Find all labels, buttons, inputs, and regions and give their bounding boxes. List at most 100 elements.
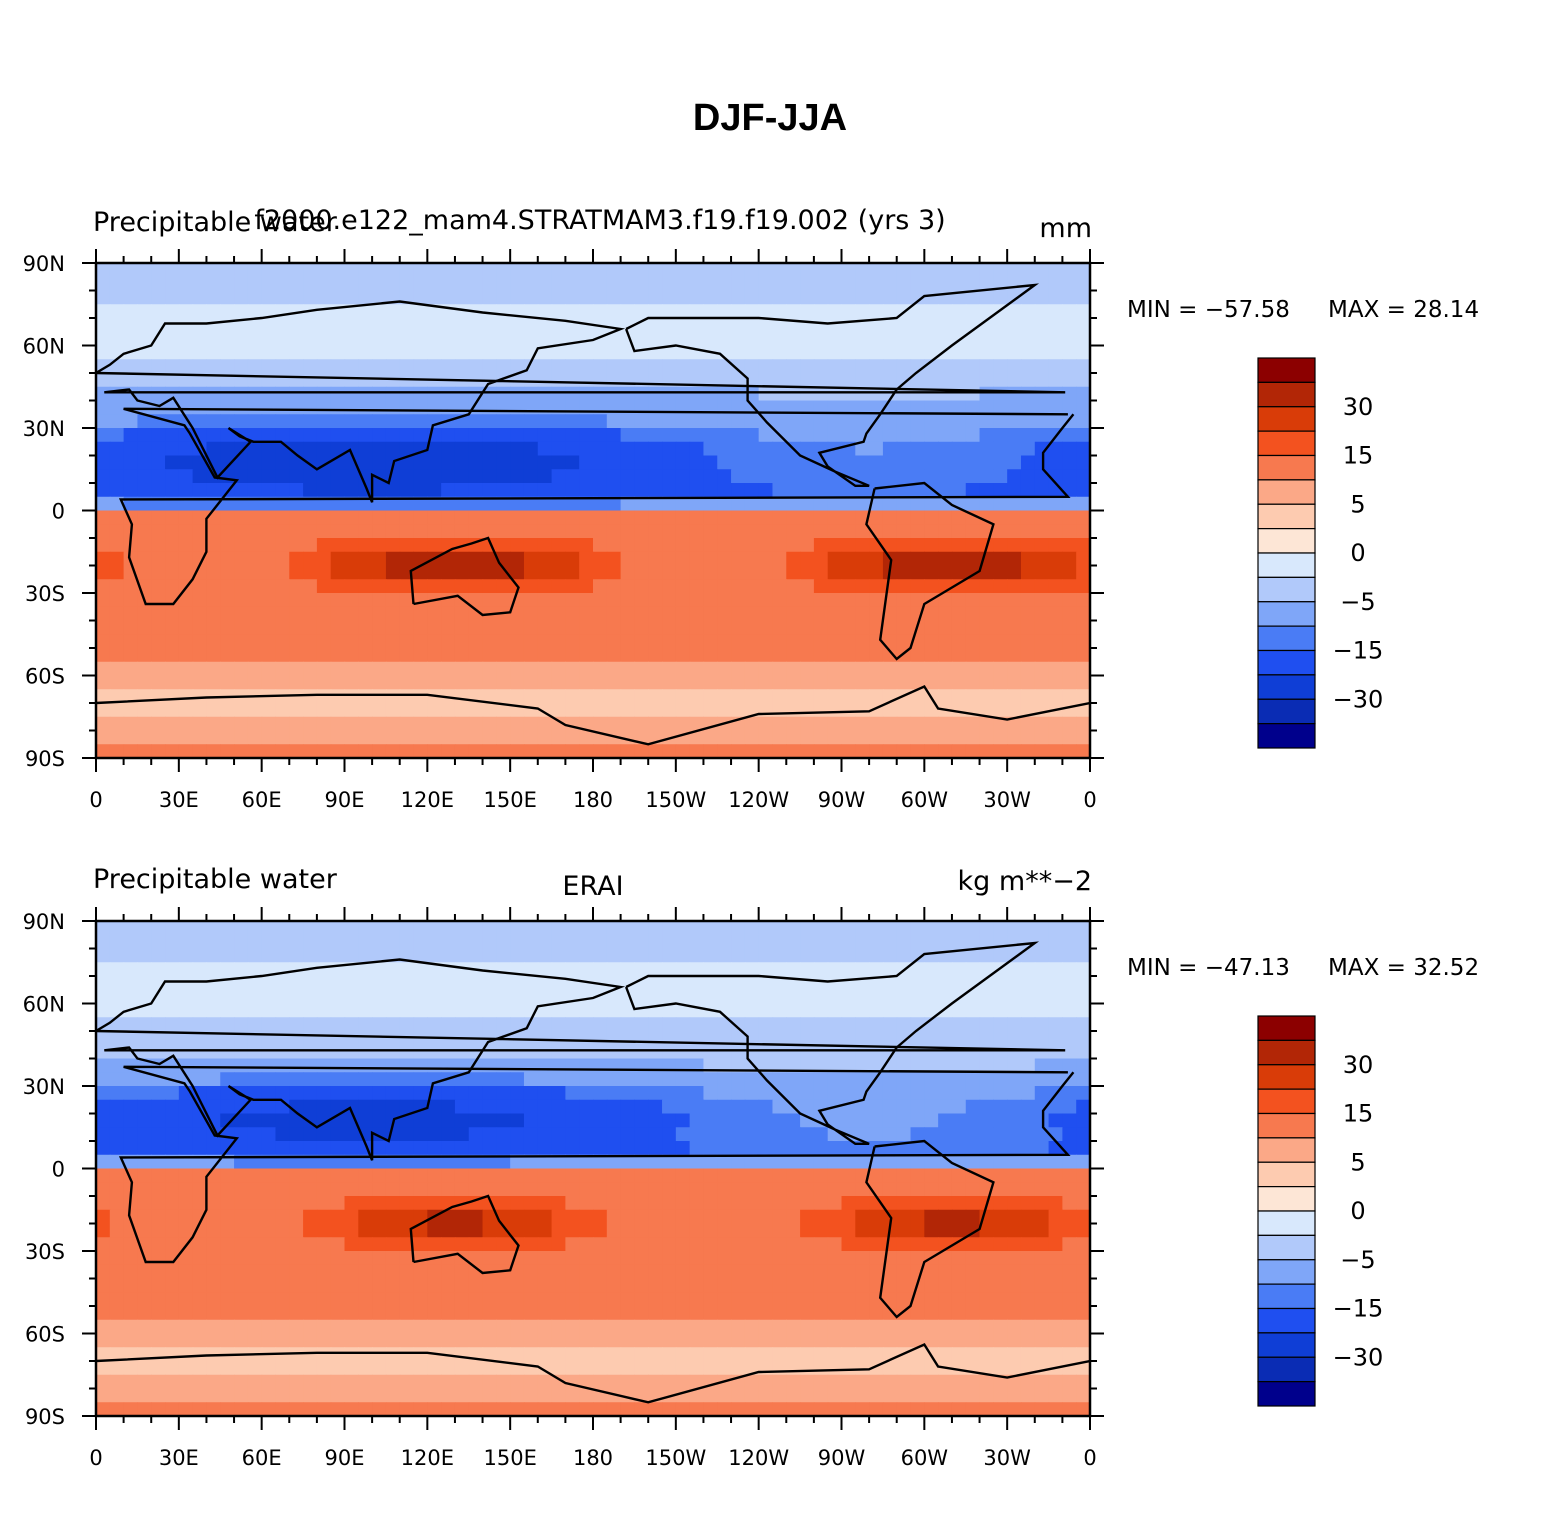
heat-cell — [510, 1168, 525, 1183]
heat-cell — [496, 675, 511, 690]
heat-cell — [137, 428, 152, 443]
heat-cell — [772, 496, 787, 512]
heat-cell — [234, 1264, 249, 1280]
heat-cell — [358, 744, 373, 758]
heat-cell — [744, 620, 760, 635]
heat-cell — [123, 648, 139, 663]
heat-cell — [330, 620, 346, 635]
heat-cell — [813, 1209, 829, 1225]
heat-cell — [1076, 428, 1090, 443]
heat-cell — [1020, 290, 1036, 305]
heat-cell — [372, 661, 387, 677]
heat-cell — [234, 661, 249, 677]
heat-cell — [938, 730, 953, 745]
heat-cell — [413, 276, 428, 292]
heat-cell — [303, 400, 318, 415]
heat-cell — [551, 921, 566, 936]
heat-cell — [165, 730, 180, 745]
heat-cell — [951, 1292, 967, 1307]
heat-cell — [551, 483, 566, 498]
colorbar-swatch — [1257, 601, 1316, 627]
heat-cell — [800, 1292, 815, 1307]
heat-cell — [993, 1017, 1008, 1032]
heat-cell — [330, 921, 346, 936]
heat-cell — [413, 934, 428, 950]
heat-cell — [938, 1154, 953, 1170]
heat-cell — [717, 934, 732, 950]
heat-cell — [593, 934, 608, 950]
heat-cell — [1034, 703, 1050, 718]
heat-cell — [827, 921, 843, 936]
heat-cell — [399, 1099, 415, 1115]
heat-cell — [758, 1086, 774, 1101]
heat-cell — [96, 921, 111, 936]
heat-cell — [96, 1099, 111, 1115]
heat-cell — [786, 1264, 801, 1280]
heat-cell — [813, 1264, 829, 1280]
heat-cell — [109, 1113, 125, 1128]
heat-cell — [565, 689, 580, 704]
heat-cell — [841, 606, 856, 622]
heat-cell — [123, 304, 139, 319]
heat-cell — [247, 290, 263, 305]
heat-cell — [96, 1251, 111, 1266]
heat-cell — [137, 1196, 152, 1211]
heat-cell — [606, 716, 622, 732]
heat-cell — [717, 1196, 732, 1211]
heat-cell — [1062, 1168, 1077, 1183]
heat-cell — [565, 551, 580, 567]
colorbar-swatch — [1257, 381, 1316, 408]
heat-cell — [924, 1154, 939, 1170]
heat-cell — [109, 579, 125, 594]
heat-cell — [427, 1141, 442, 1156]
heat-cell — [96, 634, 111, 649]
heat-cell — [441, 1278, 456, 1293]
heat-cell — [496, 716, 511, 732]
heat-cell — [993, 263, 1008, 278]
heat-cell — [786, 538, 801, 553]
heat-cell — [910, 304, 925, 319]
heat-cell — [1034, 689, 1050, 704]
heat-cell — [648, 648, 663, 663]
heat-cell — [510, 1182, 525, 1197]
heat-cell — [675, 1333, 691, 1348]
heat-cell — [813, 304, 829, 319]
heat-cell — [482, 1044, 497, 1060]
heat-cell — [330, 1141, 346, 1156]
heat-cell — [192, 1237, 208, 1252]
heat-cell — [938, 634, 953, 649]
heat-cell — [109, 290, 125, 305]
heat-cell — [427, 648, 442, 663]
heat-cell — [192, 1017, 208, 1032]
heat-cell — [206, 455, 221, 470]
heat-cell — [993, 538, 1008, 553]
heat-cell — [289, 634, 304, 649]
heat-cell — [441, 1306, 456, 1321]
heat-cell — [399, 1237, 415, 1252]
heat-cell — [1048, 455, 1063, 470]
heat-cell — [261, 1196, 277, 1211]
heat-cell — [827, 565, 843, 580]
heat-cell — [869, 620, 884, 635]
heat-cell — [289, 373, 304, 388]
heat-cell — [482, 345, 497, 360]
heat-cell — [1076, 1141, 1090, 1156]
heat-cell — [206, 703, 221, 718]
heat-cell — [717, 359, 732, 374]
heat-cell — [165, 373, 180, 388]
heat-cell — [165, 648, 180, 663]
heat-cell — [593, 1141, 608, 1156]
heat-cell — [1020, 675, 1036, 690]
heat-cell — [372, 593, 387, 608]
heat-cell — [813, 1141, 829, 1156]
heat-cell — [261, 634, 277, 649]
heat-cell — [192, 593, 208, 608]
heat-cell — [979, 1127, 994, 1142]
heat-cell — [151, 634, 166, 649]
heat-cell — [786, 1003, 801, 1018]
heat-cell — [151, 441, 166, 457]
heat-cell — [537, 744, 553, 758]
heat-cell — [523, 276, 539, 292]
heat-cell — [468, 744, 484, 758]
heat-cell — [385, 976, 401, 991]
